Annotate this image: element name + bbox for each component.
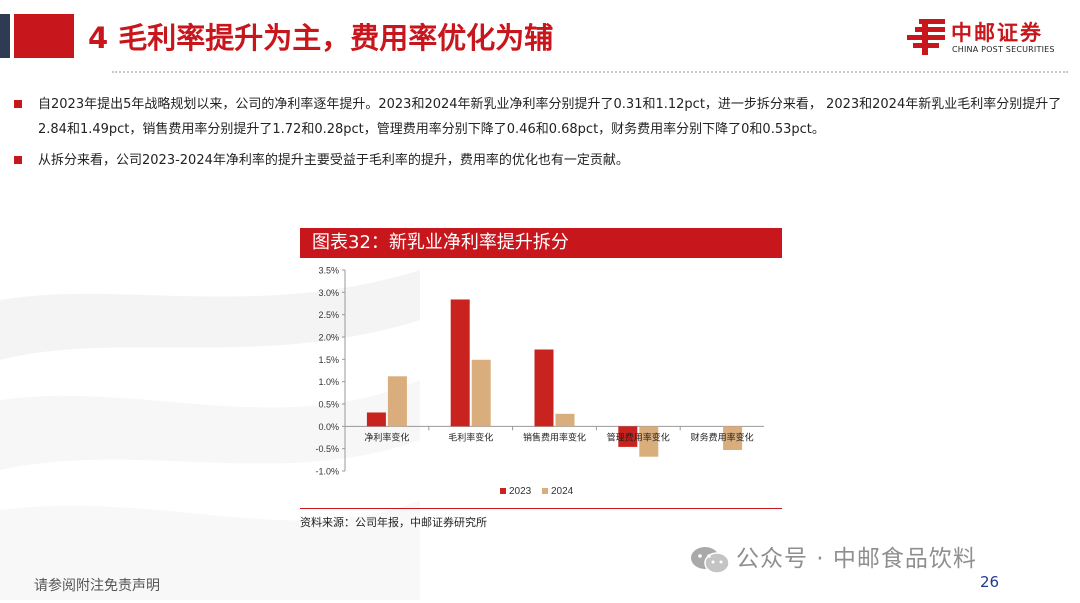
bar-2024 [471,359,491,427]
y-tick-label: 3.0% [318,288,339,298]
chart-title: 图表32：新乳业净利率提升拆分 [312,232,569,253]
x-category-label: 净利率变化 [364,431,409,443]
legend-swatch-2023 [500,488,506,494]
bar-2023 [450,299,470,427]
x-category-label: 毛利率变化 [448,431,493,443]
legend-label-2024: 2024 [551,486,574,497]
bullet-item: 自2023年提出5年战略规划以来，公司的净利率逐年提升。2023和2024年新乳… [14,92,1064,142]
legend-swatch-2024 [542,488,548,494]
watermark-text: 公众号 · 中邮食品饮料 [736,546,977,572]
bar-chart: 3.5% 3.0% 2.5% 2.0% 1.5% 1.0% 0.5% 0.0% -0.5% -1.… [300,258,782,508]
y-tick-label: 1.0% [318,377,339,387]
y-tick-label: 1.5% [318,355,339,365]
chart-title-bar: 图表32：新乳业净利率提升拆分 [300,228,782,258]
company-logo: 中邮证券 CHINA POST SECURITIES [905,17,1070,59]
y-tick-label: 0.5% [318,400,339,410]
bar-2023 [366,412,386,427]
wechat-icon [691,547,730,574]
y-tick-label: 2.5% [318,310,339,320]
bar-2024 [639,426,659,457]
x-category-label: 管理费用率变化 [607,431,670,443]
bullet-list: 自2023年提出5年战略规划以来，公司的净利率逐年提升。2023和2024年新乳… [14,92,1064,173]
chart-bottom-rule [300,508,782,509]
y-tick-label: -0.5% [315,444,339,454]
bar-2024 [387,376,407,427]
china-post-logo-icon [907,19,945,55]
data-source: 资料来源：公司年报，中邮证券研究所 [300,516,487,529]
header-accent-bar [0,14,10,58]
bullet-square-icon [14,100,22,108]
bullet-text: 自2023年提出5年战略规划以来，公司的净利率逐年提升。2023和2024年新乳… [38,97,1062,137]
background-decoration [0,270,420,600]
x-category-label: 财务费用率变化 [691,431,754,443]
legend-label-2023: 2023 [509,486,532,497]
bar-2024 [555,413,575,427]
bar-2024 [723,426,743,451]
header-red-block [14,14,74,58]
bullet-square-icon [14,156,22,164]
page-title: 4 毛利率提升为主，费用率优化为辅 [88,21,554,55]
y-tick-label: 3.5% [318,266,339,276]
logo-english-name: CHINA POST SECURITIES [952,45,1055,54]
page-number: 26 [980,573,1000,591]
title-divider [112,71,1068,73]
logo-chinese-name: 中邮证券 [951,21,1043,45]
bullet-item: 从拆分来看，公司2023-2024年净利率的提升主要受益于毛利率的提升，费用率的… [14,148,1064,173]
bar-chart-svg: 3.5% 3.0% 2.5% 2.0% 1.5% 1.0% 0.5% 0.0% -0.5% -1.… [315,266,764,497]
disclaimer-note: 请参阅附注免责声明 [34,578,160,594]
x-category-label: 销售费用率变化 [523,431,586,443]
y-tick-label: 2.0% [318,333,339,343]
y-tick-label: -1.0% [315,467,339,477]
bar-2023 [618,426,638,447]
bar-2023 [534,349,554,427]
bullet-text: 从拆分来看，公司2023-2024年净利率的提升主要受益于毛利率的提升，费用率的… [38,153,629,168]
y-tick-label: 0.0% [318,422,339,432]
